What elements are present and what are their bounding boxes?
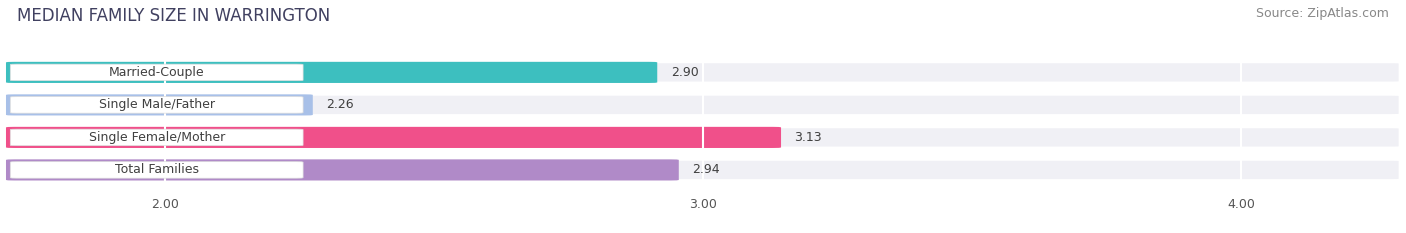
- FancyBboxPatch shape: [6, 62, 657, 83]
- Text: 2.94: 2.94: [692, 163, 720, 176]
- FancyBboxPatch shape: [6, 159, 679, 181]
- FancyBboxPatch shape: [6, 62, 1400, 83]
- FancyBboxPatch shape: [10, 64, 304, 81]
- FancyBboxPatch shape: [6, 127, 1400, 148]
- Text: MEDIAN FAMILY SIZE IN WARRINGTON: MEDIAN FAMILY SIZE IN WARRINGTON: [17, 7, 330, 25]
- Text: 2.90: 2.90: [671, 66, 699, 79]
- FancyBboxPatch shape: [6, 159, 1400, 181]
- FancyBboxPatch shape: [6, 127, 782, 148]
- Text: Source: ZipAtlas.com: Source: ZipAtlas.com: [1256, 7, 1389, 20]
- FancyBboxPatch shape: [10, 97, 304, 113]
- Text: Single Male/Father: Single Male/Father: [98, 98, 215, 111]
- Text: Single Female/Mother: Single Female/Mother: [89, 131, 225, 144]
- FancyBboxPatch shape: [6, 94, 1400, 116]
- Text: 2.26: 2.26: [326, 98, 354, 111]
- Text: Married-Couple: Married-Couple: [108, 66, 204, 79]
- Text: Total Families: Total Families: [115, 163, 198, 176]
- FancyBboxPatch shape: [10, 162, 304, 178]
- FancyBboxPatch shape: [6, 94, 312, 116]
- Text: 3.13: 3.13: [794, 131, 823, 144]
- FancyBboxPatch shape: [10, 129, 304, 146]
